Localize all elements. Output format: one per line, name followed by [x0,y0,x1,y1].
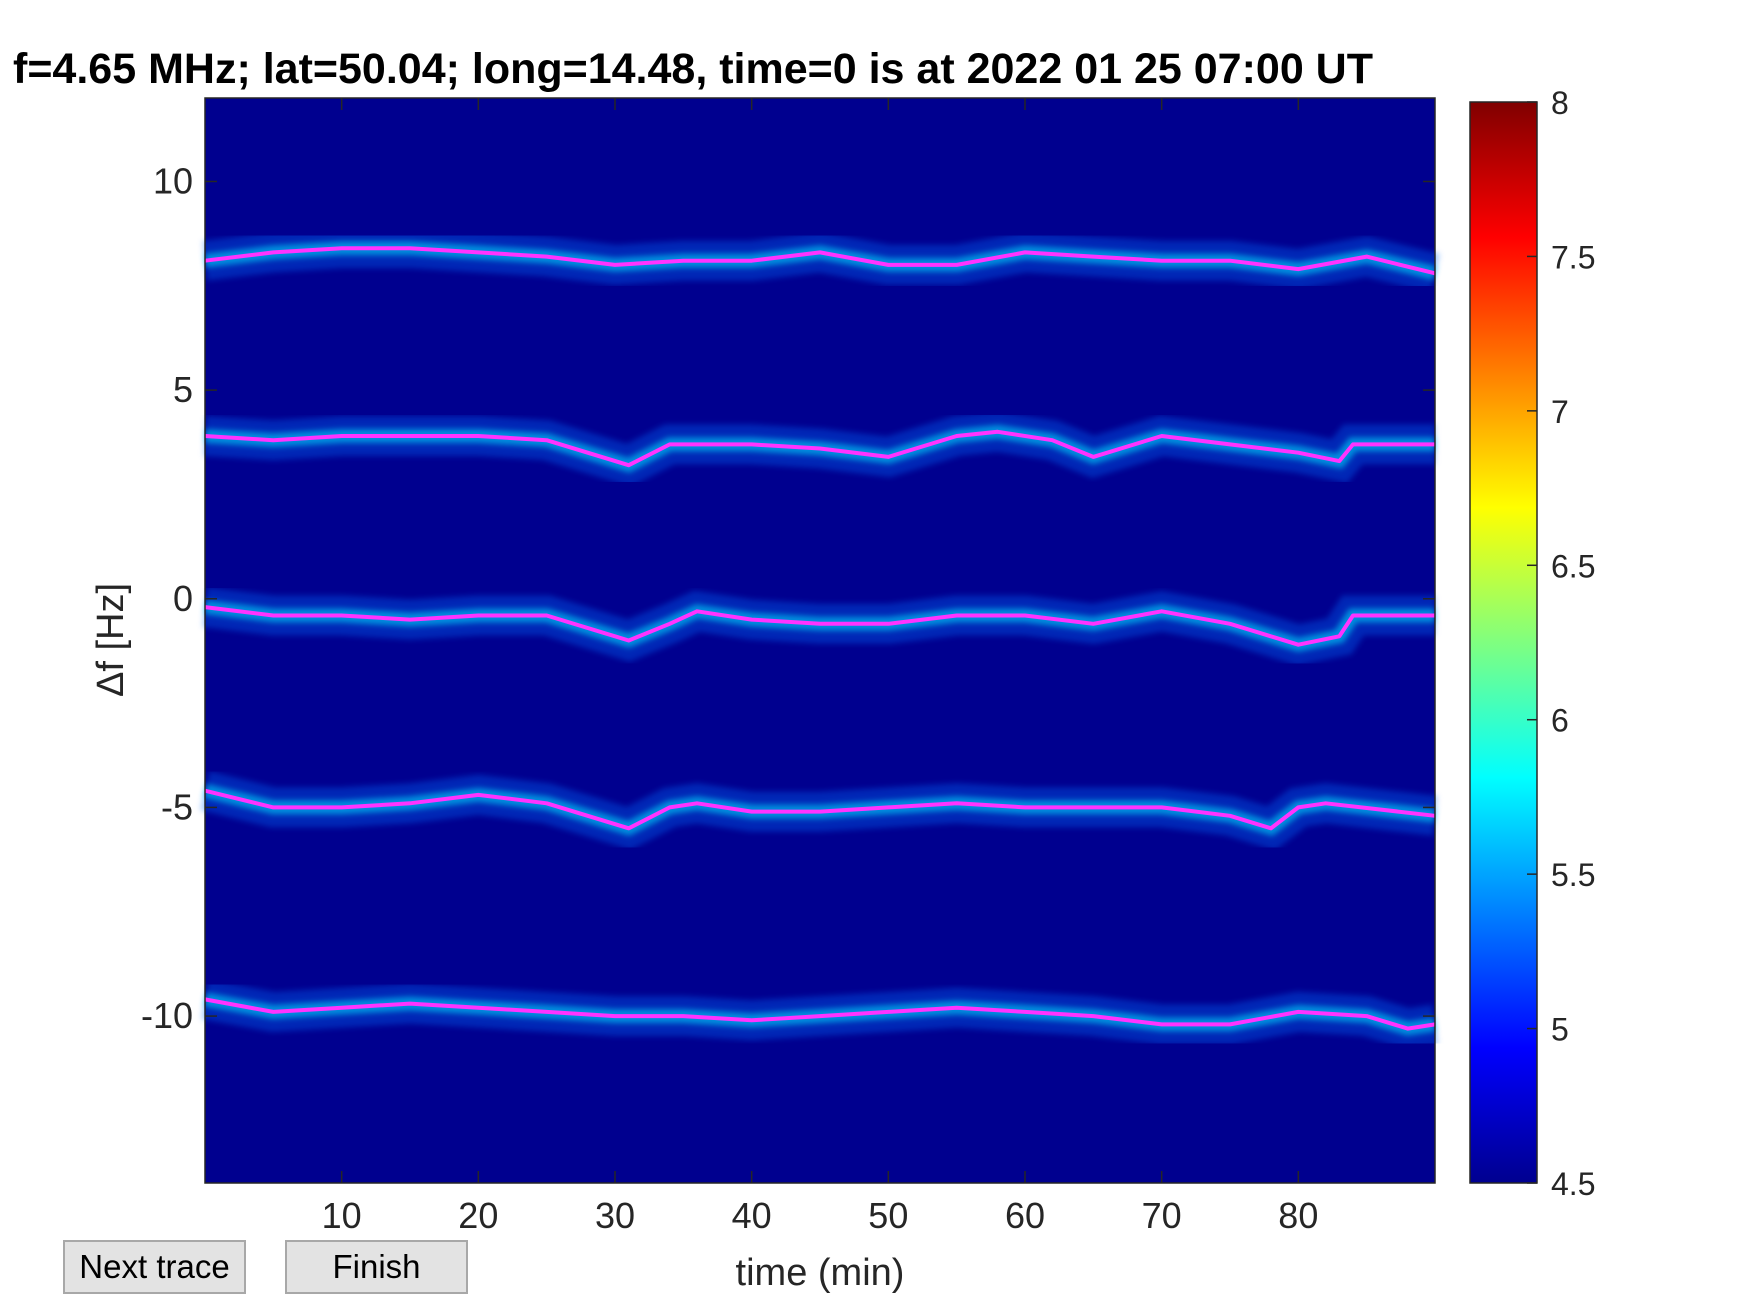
x-tick-label: 70 [1142,1195,1182,1236]
y-tick-label: -10 [141,995,193,1036]
colorbar-tick-label: 5 [1551,1012,1569,1048]
trace-line-1 [204,246,1436,276]
colorbar-tick-label: 6 [1551,703,1569,739]
y-tick-label: 10 [153,160,193,201]
chart-title: f=4.65 MHz; lat=50.04; long=14.48, time=… [13,45,1373,93]
trace-line-4 [204,788,1436,831]
colorbar-ticks: 8 7.5 7 6.5 6 5.5 5 4.5 [1527,85,1595,1202]
x-axis-label: time (min) [736,1252,905,1294]
y-tick-label: 5 [173,369,193,410]
next-trace-button[interactable]: Next trace [63,1240,246,1294]
trace-line-3 [204,605,1435,647]
colorbar-tick-label: 8 [1551,85,1569,121]
x-tick-label: 80 [1278,1195,1318,1236]
y-ticks: 10 5 0 -5 -10 [141,160,1435,1036]
colorbar-tick-label: 6.5 [1551,548,1595,584]
colorbar-tick-label: 7.5 [1551,239,1595,275]
colorbar-tick-label: 7 [1551,394,1569,430]
x-tick-label: 10 [322,1195,362,1236]
colorbar-tick-label: 5.5 [1551,857,1595,893]
y-tick-label: 0 [173,578,193,619]
trace-line-2 [204,429,1435,468]
y-axis-label: Δf [Hz] [90,583,132,697]
colorbar [1469,101,1538,1184]
x-tick-label: 50 [868,1195,908,1236]
x-tick-label: 20 [458,1195,498,1236]
finish-button[interactable]: Finish [285,1240,468,1294]
x-tick-label: 30 [595,1195,635,1236]
colorbar-tick-label: 4.5 [1551,1166,1595,1202]
plot-frame [204,97,1436,1184]
x-tick-label: 60 [1005,1195,1045,1236]
x-ticks: 10 20 30 40 50 60 70 80 [322,98,1318,1236]
x-tick-label: 40 [732,1195,772,1236]
traces [204,246,1436,1031]
trace-line-5 [204,997,1436,1031]
y-tick-label: -5 [161,786,193,827]
